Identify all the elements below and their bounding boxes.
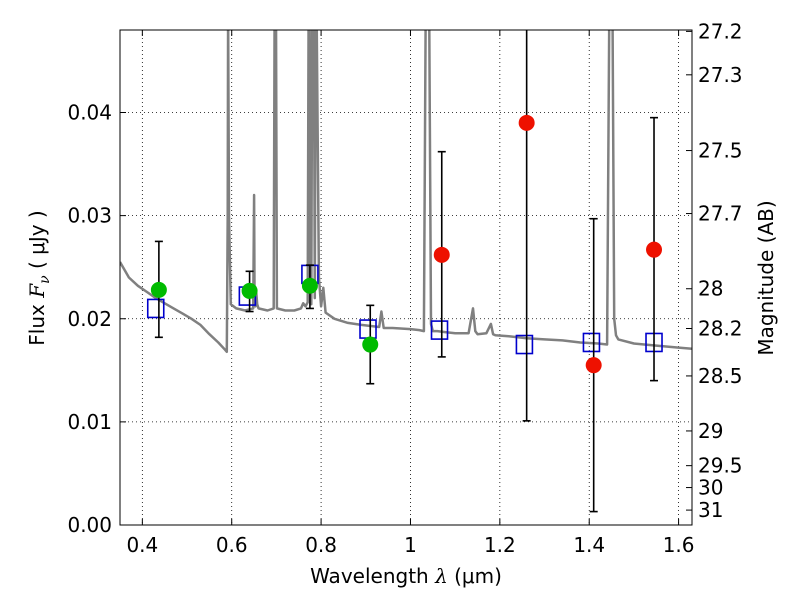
x-tick-label: 0.6 <box>216 533 248 557</box>
plot-markers <box>146 30 663 513</box>
model-photometry-square <box>430 320 449 340</box>
y-axis-title: Flux Fν ( μJy ) <box>25 210 53 345</box>
y-tick-label: 0.01 <box>67 410 112 434</box>
magnitude-tick-label: 27.5 <box>698 139 743 163</box>
detection-point <box>301 277 318 294</box>
y-tick-label: 0.03 <box>67 204 112 228</box>
detection-point <box>150 281 167 298</box>
magnitude-tick-label: 31 <box>698 498 723 522</box>
magnitude-tick-label: 28.2 <box>698 316 743 340</box>
low-significance-point <box>518 114 535 131</box>
magnitude-tick-label: 27.3 <box>698 63 743 87</box>
magnitude-tick-label: 28.5 <box>698 364 743 388</box>
model-photometry-square <box>146 298 165 319</box>
model-photometry-square <box>582 332 601 353</box>
x-axis-title: Wavelength λ (μm) <box>310 564 502 588</box>
y-tick-label: 0.02 <box>67 307 112 331</box>
detection-point <box>241 282 258 299</box>
low-significance-point <box>433 246 450 263</box>
magnitude-tick-label: 27.7 <box>698 202 743 226</box>
magnitude-tick-label: 29 <box>698 419 723 443</box>
y-tick-label: 0.00 <box>67 513 112 537</box>
plot-data <box>120 30 692 354</box>
y-tick-label: 0.04 <box>67 101 112 125</box>
magnitude-tick-label: 28 <box>698 277 723 301</box>
low-significance-point <box>646 241 663 258</box>
detection-point <box>362 336 379 353</box>
x-tick-label: 1.2 <box>484 533 516 557</box>
plot-frame <box>119 29 693 526</box>
x-tick-label: 0.8 <box>305 533 337 557</box>
x-tick-label: 1.4 <box>573 533 605 557</box>
y2-axis-title: Magnitude (AB) <box>754 200 778 355</box>
sed-template-line <box>120 30 692 354</box>
x-tick-label: 1.6 <box>663 533 695 557</box>
model-photometry-square <box>515 334 534 355</box>
magnitude-tick-label: 27.2 <box>698 19 743 43</box>
magnitude-tick-label: 29.5 <box>698 454 743 478</box>
x-tick-label: 1 <box>404 533 417 557</box>
axes: 0.4 0.6 0.8 1 1.2 1.4 1.6 0.00 0.01 0.02 0.03 0.04 2… <box>67 19 742 557</box>
low-significance-point <box>585 357 602 374</box>
error-bar <box>522 30 531 422</box>
x-tick-label: 0.4 <box>126 533 158 557</box>
magnitude-tick-label: 30 <box>698 476 723 500</box>
